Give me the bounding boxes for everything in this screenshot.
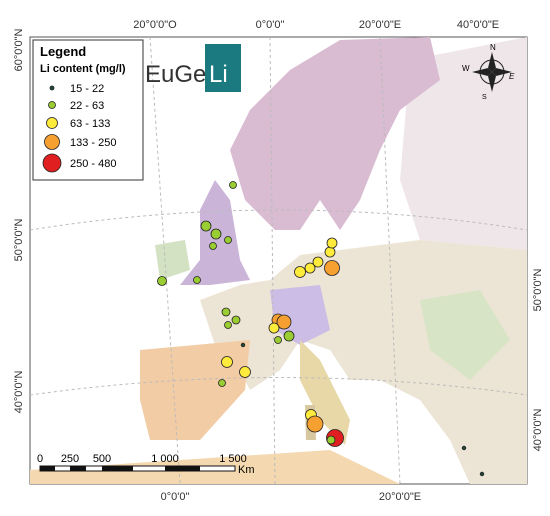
graticule-label: 50°0'0"N [13,219,25,262]
logo-highlight: Li [209,61,228,88]
graticule-label: 20°0'0"E [359,19,401,31]
legend-label: 133 - 250 [70,137,116,149]
scale-label: 1 000 [151,453,179,465]
graticule-label: 40°0'0"N [13,371,25,414]
scale-label: 0 [37,453,43,465]
compass: N E S W [462,43,515,101]
compass-n: N [490,43,496,52]
legend-label: 22 - 63 [70,100,104,112]
legend-label: 250 - 480 [70,158,116,170]
logo: EuGe Li [145,44,241,92]
scale-label: 250 [61,453,79,465]
legend-symbol [48,101,56,109]
compass-e: E [509,72,515,81]
legend-items: 15 - 22 22 - 63 63 - 133 133 - 250 250 - 480 [42,83,116,173]
graticule-label: 20°0'0"O [133,19,177,31]
graticule-label: 40°0'0"N [532,409,544,452]
graticule-lines [29,36,528,485]
legend-subtitle: Li content (mg/l) [40,63,126,75]
graticule-label: 0°0'0" [256,19,285,31]
logo-text: EuGe [145,61,206,88]
legend: Legend Li content (mg/l) 15 - 22 22 - 63 6… [32,39,144,181]
compass-s: S [482,94,487,101]
graticule-label: 60°0'0"N [13,29,25,72]
scale-label: 1 500 [219,453,247,465]
legend-symbol [44,134,60,150]
graticule-labels: 20°0'0"O 0°0'0" 20°0'0"E 40°0'0"E 0°0'0" 20°0… [13,19,544,503]
compass-w: W [462,64,470,73]
legend-symbol [46,117,58,129]
legend-symbol [49,85,55,91]
legend-box [32,39,144,181]
legend-title: Legend [40,44,86,59]
sample-points [157,181,485,477]
scale-label: 500 [93,453,111,465]
scale-unit: Km [238,464,255,476]
graticule-label: 20°0'0"E [379,491,421,503]
legend-label: 15 - 22 [70,83,104,95]
legend-symbol [42,153,62,173]
graticule-label: 40°0'0"E [457,19,499,31]
graticule-label: 0°0'0" [161,491,190,503]
legend-label: 63 - 133 [70,118,110,130]
logo-box [205,44,241,92]
graticule-label: 50°0'0"N [532,269,544,312]
